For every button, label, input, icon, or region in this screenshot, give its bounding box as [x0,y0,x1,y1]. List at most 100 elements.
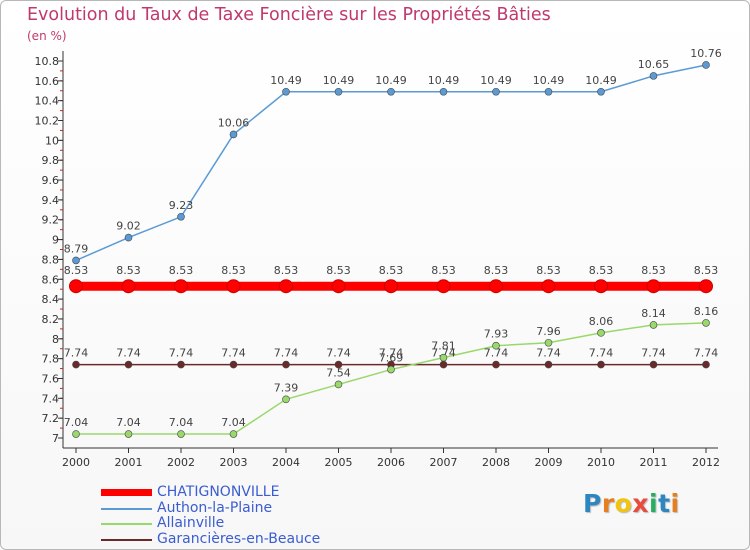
data-point [229,360,238,369]
data-point [124,360,133,369]
data-label: 7.69 [379,352,404,365]
x-tick-label: 2011 [640,456,668,469]
chart-subtitle: (en %) [27,29,67,43]
logo-letter: t [658,489,671,518]
y-tick-label: 10.4 [35,95,60,108]
data-label: 10.49 [480,74,512,87]
data-label: 7.96 [536,325,561,338]
data-label: 10.06 [218,116,250,129]
data-label: 7.04 [64,416,89,429]
data-point [597,87,605,96]
data-label: 7.74 [274,347,299,360]
data-label: 8.53 [431,264,456,277]
data-point [492,87,500,96]
data-label: 9.23 [169,199,194,212]
data-point [436,279,451,294]
data-label: 8.53 [694,264,719,277]
data-label: 8.79 [64,242,89,255]
data-point [544,338,553,347]
data-label: 8.53 [64,264,89,277]
data-point [124,430,133,438]
legend-swatch [101,489,152,496]
legend-swatch [101,507,152,510]
data-point [334,360,343,369]
data-label: 8.53 [589,264,614,277]
data-point [439,360,448,369]
y-tick-label: 8.8 [42,253,60,266]
y-tick-label: 10.8 [35,55,60,68]
line-chart: 7 7.2 7.4 7.6 7.8 8 8.2 8.4 8.6 8.8 9 9.2 9.4 9.6 9.8 1… [35,47,722,469]
data-point [699,279,713,294]
data-point [334,87,343,96]
data-label: 7.74 [169,347,194,360]
data-point [282,87,290,96]
data-point [702,360,710,369]
data-label: 10.76 [690,47,722,60]
data-point [649,360,658,369]
data-point [177,360,185,369]
data-label: 8.53 [169,264,194,277]
data-label: 7.39 [274,381,299,394]
chart-title: Evolution du Taux de Taxe Foncière sur l… [27,5,551,25]
data-label: 7.74 [326,347,351,360]
x-tick-label: 2003 [220,456,248,469]
data-point [544,87,553,96]
data-point [229,130,238,139]
data-label: 7.74 [431,347,456,360]
legend-label: Allainville [157,515,225,531]
logo-letter: i [649,489,659,518]
data-label: 7.74 [116,347,141,360]
y-tick-label: 9.8 [42,154,60,167]
data-label: 7.74 [64,347,89,360]
legend-swatch [101,538,152,541]
data-point [72,430,80,438]
data-point [174,279,188,294]
data-label: 8.53 [221,264,246,277]
data-point [646,279,661,294]
logo-letter: r [601,489,615,518]
y-tick-label: 7.4 [42,392,60,405]
y-tick-label: 7.2 [42,412,60,425]
legend-label: CHATIGNONVILLE [157,484,280,500]
y-tick-label: 10 [45,134,59,147]
data-label: 10.49 [375,74,407,87]
data-point [649,321,658,329]
data-point [492,360,500,369]
x-tick-label: 2002 [167,456,195,469]
x-tick-label: 2008 [482,456,510,469]
data-label: 10.49 [270,74,302,87]
y-tick-label: 7.8 [42,353,60,366]
x-tick-label: 2007 [430,456,458,469]
x-tick-label: 2010 [587,456,615,469]
data-point [544,360,553,369]
data-point [649,72,658,80]
data-point [69,279,83,294]
y-tick-label: 7.6 [42,372,60,385]
proxiti-logo: Proxiti [583,489,680,518]
legend-label: Garancières-en-Beauce [157,530,321,547]
data-label: 8.53 [641,264,666,277]
data-label: 7.74 [221,347,246,360]
data-label: 9.02 [116,220,141,233]
data-point [124,233,133,242]
data-label: 7.74 [536,347,561,360]
data-label: 7.93 [484,328,509,341]
data-point [177,430,185,438]
x-tick-label: 2004 [272,456,300,469]
data-label: 10.49 [533,74,565,87]
data-label: 8.53 [116,264,141,277]
y-tick-label: 10.2 [35,115,60,128]
data-point [597,329,605,337]
data-label: 7.74 [484,347,509,360]
x-tick-label: 2000 [62,456,90,469]
data-point [226,279,241,294]
logo-letter: P [583,489,602,518]
y-tick-label: 8.2 [42,313,60,326]
data-label: 7.04 [221,416,246,429]
data-label: 10.49 [585,74,617,87]
y-tick-label: 8 [52,333,59,346]
data-label: 7.74 [641,347,666,360]
x-tick-label: 2006 [377,456,405,469]
y-tick-label: 9.2 [42,214,60,227]
data-point [597,360,605,369]
